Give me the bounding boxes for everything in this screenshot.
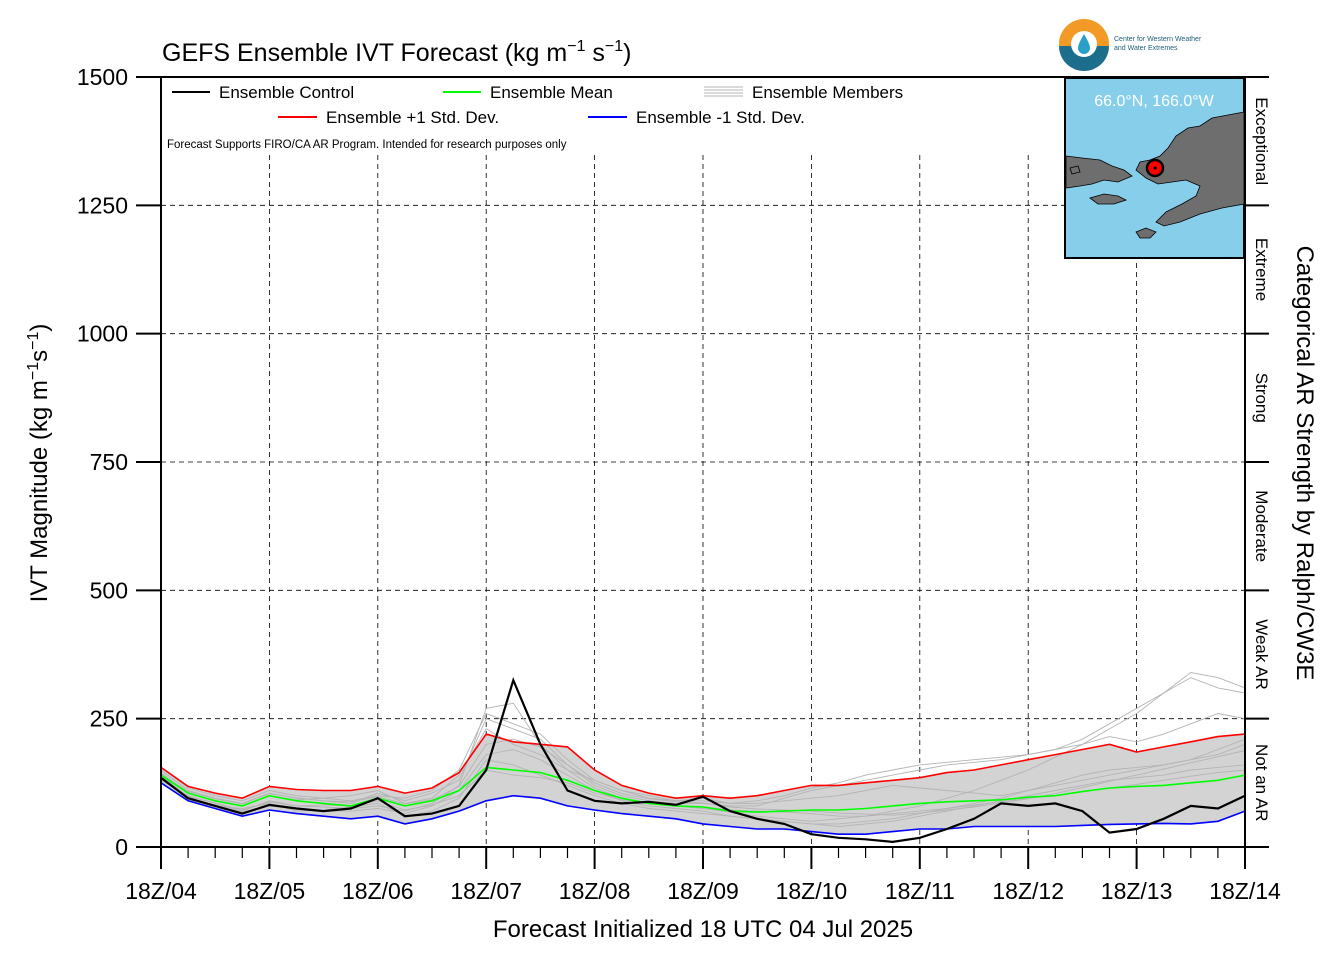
member-line-3 [160,759,1246,827]
y-tick-label: 1250 [77,192,128,218]
location-map: 66.0°N, 166.0°W [1064,77,1245,259]
x-tick-label: 18Z/14 [1209,878,1281,904]
category-axis: Not an AR Weak AR Moderate Strong Extreme Exc… [1244,76,1271,848]
category-label: Extreme [1252,238,1271,301]
legend-label-minus-std: Ensemble -1 Std. Dev. [636,108,805,127]
x-tick-label: 18Z/07 [450,878,522,904]
right-axis-title: Categorical AR Strength by Ralph/CW3E [1291,246,1318,681]
map-location-label: 66.0°N, 166.0°W [1094,93,1214,110]
x-axis: 18Z/04 18Z/05 18Z/06 18Z/07 18Z/08 18Z/09 18Z/… [125,847,1281,904]
x-axis-title: Forecast Initialized 18 UTC 04 Jul 2025 [493,916,913,943]
map-land-siberia [1065,155,1133,189]
series-lines [160,676,1246,844]
y-tick-label: 750 [90,449,128,475]
x-tick-label: 18Z/13 [1101,878,1173,904]
location-marker-dot-icon [1153,166,1157,170]
member-line-4 [160,728,1246,807]
y-axis-title: IVT Magnitude (kg m−1s−1) [25,324,53,603]
x-tick-label: 18Z/05 [234,878,306,904]
y-tick-label: 0 [115,834,128,860]
minus-std-line [160,782,1246,836]
map-island-stlawrence [1089,193,1128,205]
logo-wave-icon [1059,46,1109,71]
y-tick-label: 500 [90,577,128,603]
member-line-5 [160,738,1246,825]
member-line-8 [160,738,1246,816]
legend-label-plus-std: Ensemble +1 Std. Dev. [326,108,499,127]
member-line-6 [160,672,1246,804]
y-tick-label: 250 [90,706,128,732]
legend-swatch-members [704,86,743,97]
legend-label-members: Ensemble Members [752,83,903,102]
x-tick-label: 18Z/08 [559,878,631,904]
chart-title: GEFS Ensemble IVT Forecast (kg m−1 s−1) [162,38,632,67]
x-tick-label: 18Z/04 [125,878,197,904]
x-tick-label: 18Z/10 [776,878,848,904]
logo-drop-icon [1078,34,1090,54]
map-land-alaska [1135,111,1245,227]
research-note: Forecast Supports FIRO/CA AR Program. In… [167,139,567,151]
y-tick-label: 1500 [77,64,128,90]
cw3e-logo: Center for Western Weather and Water Ext… [1059,19,1202,71]
x-tick-label: 18Z/12 [992,878,1064,904]
x-tick-label: 18Z/11 [885,878,955,904]
spread-band [161,734,1245,835]
x-tick-label: 18Z/09 [667,878,739,904]
map-island-small [1069,165,1081,175]
grid-lines [161,155,1245,847]
category-label: Moderate [1252,490,1271,562]
member-line-1 [160,713,1246,807]
x-tick-label: 18Z/06 [342,878,414,904]
mean-line [160,766,1246,813]
logo-line1: Center for Western Weather [1114,36,1202,43]
logo-line2: and Water Extremes [1114,45,1178,52]
category-label: Exceptional [1252,97,1271,185]
legend-label-control: Ensemble Control [219,83,354,102]
category-label: Not an AR [1252,744,1271,822]
control-line [160,676,1246,844]
category-label: Weak AR [1252,619,1271,690]
std-dev-band [161,734,1245,835]
y-axis: 0 250 500 750 1000 1250 1500 [77,64,161,860]
y-tick-label: 1000 [77,321,128,347]
map-island-nunivak [1135,227,1157,239]
legend: Ensemble Control Ensemble Mean Ensemble … [167,83,903,151]
category-label: Strong [1252,373,1271,423]
legend-label-mean: Ensemble Mean [490,83,613,102]
